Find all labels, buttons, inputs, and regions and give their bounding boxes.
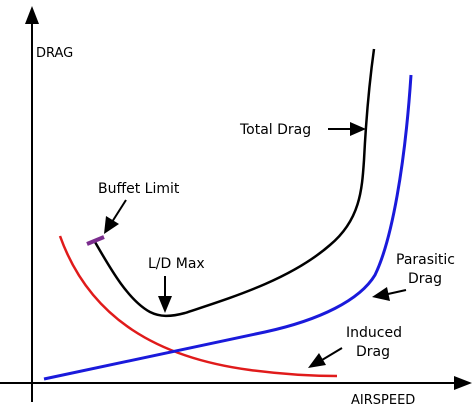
ld-max-arrow — [158, 276, 172, 313]
parasitic-drag-curve — [43, 74, 413, 381]
parasitic-drag-label-line2: Drag — [408, 271, 442, 287]
induced-drag-label-line2: Drag — [356, 344, 390, 360]
total-drag-arrow — [328, 122, 366, 136]
induced-drag-curve — [58, 235, 338, 378]
buffet-limit-arrow — [104, 199, 127, 234]
total-drag-curve — [93, 48, 376, 318]
induced-drag-label-line1: Induced — [346, 325, 402, 341]
total-drag-label: Total Drag — [239, 122, 311, 138]
y-axis-arrowhead — [25, 6, 39, 24]
parasitic-drag-arrow — [372, 287, 407, 301]
parasitic-drag-label-line1: Parasitic — [396, 252, 455, 268]
y-axis-label: DRAG — [36, 46, 73, 61]
buffet-limit-marker — [86, 235, 105, 246]
x-axis-label: AIRSPEED — [351, 393, 415, 408]
buffet-limit-label: Buffet Limit — [98, 181, 180, 197]
induced-drag-arrow — [308, 347, 343, 368]
axes — [0, 6, 472, 402]
ld-max-label: L/D Max — [148, 256, 205, 272]
x-axis-arrowhead — [454, 376, 472, 390]
